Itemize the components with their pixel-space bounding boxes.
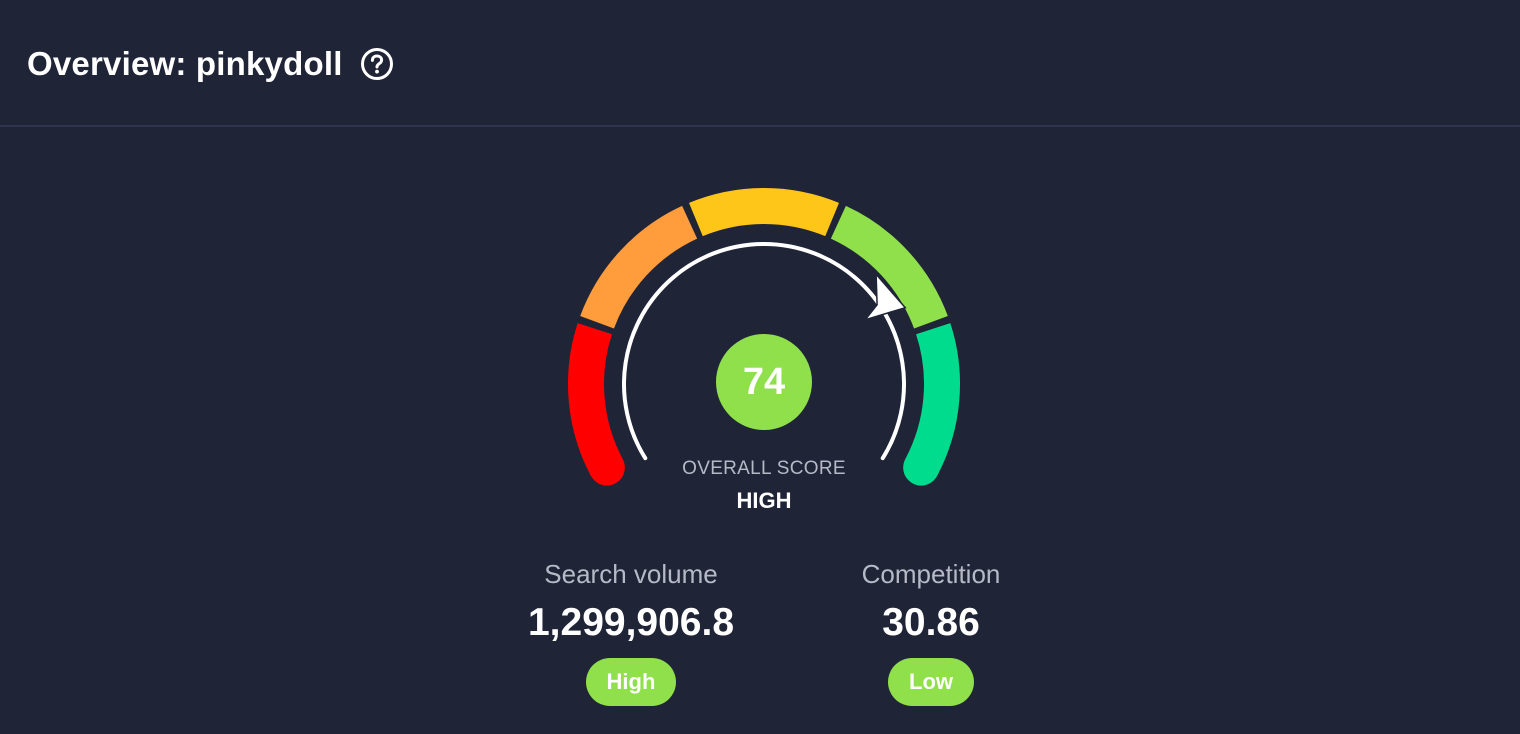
page-title: Overview: pinkydoll: [27, 45, 343, 82]
competition-value: 30.86: [882, 601, 980, 644]
title-wrap: Overview: pinkydoll: [27, 40, 394, 88]
gauge-segment-3: [688, 188, 840, 237]
search-volume-metric: Search volume 1,299,906.8 High: [481, 556, 781, 706]
question-circle-icon[interactable]: [360, 47, 394, 81]
competition-metric: Competition 30.86 Low: [781, 556, 1081, 706]
competition-badge: Low: [888, 658, 974, 706]
search-volume-value: 1,299,906.8: [527, 601, 735, 644]
gauge-segments: [568, 188, 960, 486]
gauge-segment-4: [830, 205, 948, 329]
gauge-segment-1: [568, 323, 623, 477]
search-volume-badge: High: [585, 658, 677, 706]
search-volume-label: Search volume: [544, 559, 718, 589]
competition-label: Competition: [861, 559, 1001, 589]
gauge-inner-arc: [622, 242, 906, 461]
overall-score-label: OVERALL SCORE: [682, 458, 846, 479]
score-gauge: [568, 188, 960, 486]
overview-header: Overview: pinkydoll: [0, 0, 1520, 127]
gauge-segment-5: [905, 323, 960, 477]
overall-score-value: 74: [716, 334, 812, 430]
gauge-segment-cap-5: [903, 449, 940, 486]
overall-score-level: HIGH: [736, 488, 792, 513]
gauge-segment-2: [580, 205, 698, 329]
gauge-segment-cap-1: [588, 449, 625, 486]
arrow-pointer-icon: [863, 272, 907, 322]
